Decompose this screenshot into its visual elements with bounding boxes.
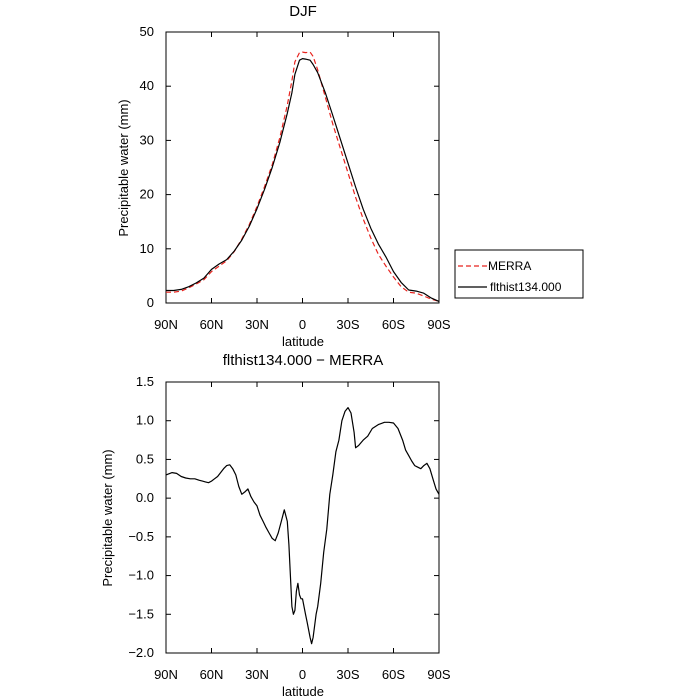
x-tick-label: 90S bbox=[427, 667, 450, 682]
legend-label-flthist: flthist134.000 bbox=[490, 280, 562, 294]
y-tick-label: −2.0 bbox=[128, 645, 154, 660]
y-tick-label: 40 bbox=[140, 78, 154, 93]
bottom-panel-frame bbox=[165, 381, 440, 654]
x-tick-label: 60S bbox=[382, 667, 405, 682]
x-tick-label: 30N bbox=[245, 667, 269, 682]
x-tick-label: 90N bbox=[154, 317, 178, 332]
x-tick-label: 90N bbox=[154, 667, 178, 682]
top-x-ticks: 90N 60N 30N 0 30S 60S 90S bbox=[154, 32, 451, 332]
bottom-series-group bbox=[165, 407, 440, 645]
x-tick-label: 60N bbox=[200, 667, 224, 682]
x-tick-label: 0 bbox=[299, 667, 306, 682]
y-tick-label: 30 bbox=[140, 132, 154, 147]
top-panel: DJF 0 10 20 30 40 50 90N 60N 30N 0 30S 60S 90S lati… bbox=[116, 3, 451, 349]
legend-label-merra: MERRA bbox=[488, 259, 531, 273]
y-tick-label: 50 bbox=[140, 24, 154, 39]
bottom-panel-title: flthist134.000 − MERRA bbox=[223, 352, 384, 369]
bottom-x-axis-label: latitude bbox=[282, 684, 324, 699]
legend: MERRA flthist134.000 bbox=[454, 249, 584, 299]
x-tick-label: 90S bbox=[427, 317, 450, 332]
series-line-flthist134-000 bbox=[166, 57, 440, 302]
y-tick-label: 0 bbox=[147, 295, 154, 310]
bottom-y-ticks: −2.0 −1.5 −1.0 −0.5 0.0 0.5 1.0 1.5 bbox=[128, 374, 439, 660]
top-y-axis-label: Precipitable water (mm) bbox=[116, 99, 131, 236]
top-panel-title: DJF bbox=[289, 3, 317, 20]
bottom-x-ticks: 90N 60N 30N 0 30S 60S 90S bbox=[154, 382, 451, 682]
y-tick-label: −0.5 bbox=[128, 529, 154, 544]
series-line-merra bbox=[166, 51, 440, 302]
x-tick-label: 60S bbox=[382, 317, 405, 332]
series-line-difference bbox=[165, 407, 440, 645]
bottom-y-axis-label: Precipitable water (mm) bbox=[100, 449, 115, 586]
x-tick-label: 60N bbox=[200, 317, 224, 332]
y-tick-label: 1.5 bbox=[136, 374, 154, 389]
y-tick-label: −1.0 bbox=[128, 568, 154, 583]
x-tick-label: 30S bbox=[336, 317, 359, 332]
y-tick-label: 20 bbox=[140, 187, 154, 202]
legend-box bbox=[454, 249, 584, 299]
y-tick-label: 0.5 bbox=[136, 451, 154, 466]
top-x-axis-label: latitude bbox=[282, 334, 324, 349]
x-tick-label: 0 bbox=[299, 317, 306, 332]
y-tick-label: 0.0 bbox=[136, 490, 154, 505]
top-series-group bbox=[166, 51, 440, 302]
x-tick-label: 30N bbox=[245, 317, 269, 332]
bottom-panel: flthist134.000 − MERRA −2.0 −1.5 −1.0 −0.5 0… bbox=[100, 352, 451, 699]
y-tick-label: 10 bbox=[140, 241, 154, 256]
top-y-ticks: 0 10 20 30 40 50 bbox=[140, 24, 439, 310]
top-panel-frame bbox=[165, 31, 440, 304]
y-tick-label: −1.5 bbox=[128, 606, 154, 621]
x-tick-label: 30S bbox=[336, 667, 359, 682]
y-tick-label: 1.0 bbox=[136, 413, 154, 428]
